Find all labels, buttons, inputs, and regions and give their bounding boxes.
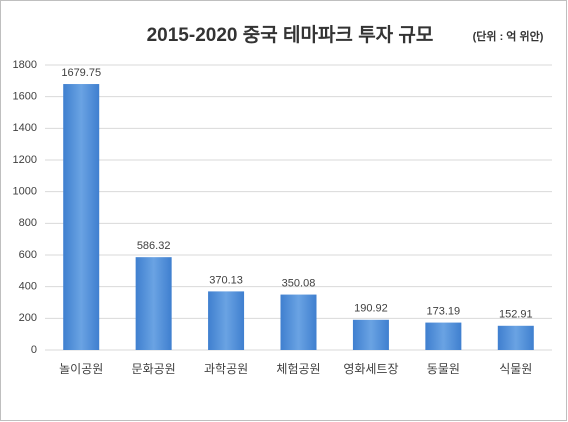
x-tick-label: 문화공원 — [132, 362, 176, 376]
data-label: 1679.75 — [61, 67, 101, 79]
y-tick-label: 1600 — [13, 91, 37, 103]
bar — [497, 325, 534, 350]
bar — [208, 291, 245, 350]
x-tick-label: 영화세트장 — [343, 362, 398, 376]
data-label: 350.08 — [282, 277, 316, 289]
y-tick-label: 200 — [19, 312, 37, 324]
chart-title: 2015-2020 중국 테마파크 투자 규모 — [147, 24, 434, 46]
chart-subtitle: (단위 : 억 위안) — [473, 29, 544, 43]
y-tick-label: 1800 — [13, 59, 37, 71]
y-tick-label: 1200 — [13, 154, 37, 166]
data-label: 370.13 — [209, 274, 243, 286]
y-tick-label: 800 — [19, 217, 37, 229]
bar — [352, 319, 389, 350]
y-tick-label: 1400 — [13, 122, 37, 134]
bar — [135, 257, 172, 350]
x-tick-label: 과학공원 — [204, 362, 248, 376]
x-tick-label: 체험공원 — [276, 362, 320, 376]
data-label: 190.92 — [354, 303, 388, 315]
y-tick-label: 0 — [31, 344, 37, 356]
bar — [425, 322, 462, 350]
bar — [280, 294, 317, 350]
data-label: 152.91 — [499, 309, 533, 321]
bar — [63, 84, 100, 350]
y-tick-label: 600 — [19, 249, 37, 261]
data-label: 173.19 — [427, 305, 461, 317]
y-tick-label: 400 — [19, 281, 37, 293]
x-tick-label: 동물원 — [427, 362, 460, 376]
data-label: 586.32 — [137, 240, 171, 252]
x-tick-label: 놀이공원 — [59, 362, 103, 376]
y-tick-label: 1000 — [13, 186, 37, 198]
x-tick-label: 식물원 — [499, 362, 532, 376]
